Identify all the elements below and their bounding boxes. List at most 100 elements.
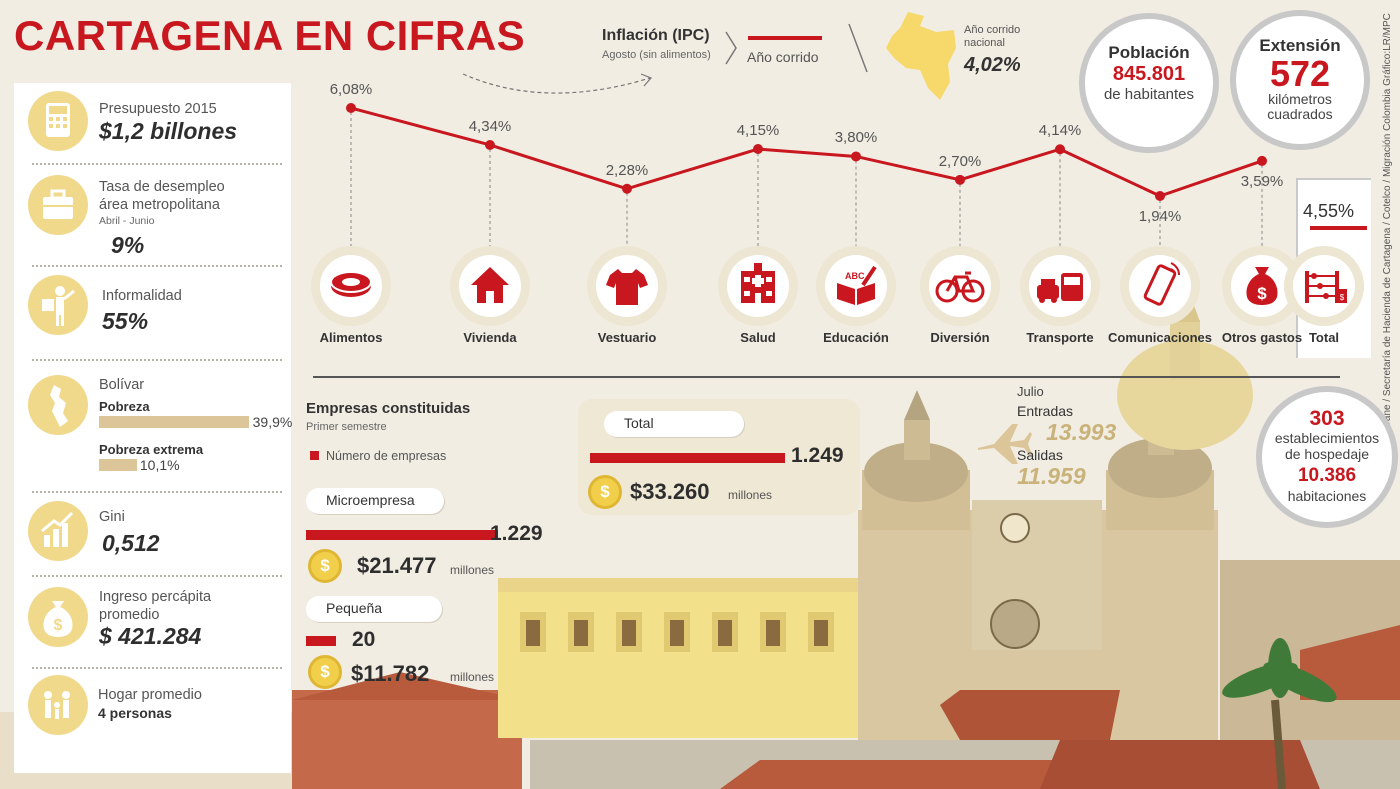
- transport-icon: [1029, 255, 1091, 317]
- page-title: CARTAGENA EN CIFRAS: [14, 12, 526, 59]
- gini-value: 0,512: [102, 530, 160, 556]
- coin-icon: $: [308, 549, 342, 583]
- airplane-icon: [978, 424, 1032, 464]
- bolivar-label: Bolívar: [99, 377, 145, 393]
- data-point: [346, 103, 356, 113]
- hospital-icon: [727, 255, 789, 317]
- household-label: Hogar promedio: [98, 687, 202, 703]
- micro-money-unit: millones: [450, 563, 495, 577]
- data-point: [1257, 155, 1267, 166]
- budget-calculator-icon: [28, 91, 88, 151]
- category-label: Otros gastos: [1221, 330, 1303, 345]
- bolivar-poverty-stat: Bolívar Pobreza 39,9% Pobreza extrema 10…: [14, 361, 293, 481]
- money-bag-icon: $: [28, 587, 88, 647]
- informality-label: Informalidad: [102, 288, 182, 304]
- money-bag-icon: $: [1231, 255, 1293, 317]
- data-point: [753, 144, 763, 155]
- national-label: Año corrido nacional: [964, 24, 1021, 49]
- informality-value: 55%: [102, 308, 149, 334]
- divider: [32, 491, 282, 493]
- population-unit: de habitantes: [1103, 86, 1195, 103]
- data-label: 6,08%: [329, 81, 373, 98]
- micro-companies-count: 1.229: [490, 522, 543, 545]
- income-value: $ 421.284: [99, 623, 202, 649]
- poverty-value: 39,9%: [252, 414, 293, 430]
- shirt-icon: [596, 255, 658, 317]
- data-label: 4,14%: [1038, 122, 1082, 140]
- family-icon: [28, 675, 88, 735]
- phone-icon: [1129, 255, 1191, 317]
- population-value: 845.801: [1112, 63, 1186, 85]
- population-circle: Población 845.801 de habitantes: [1079, 13, 1219, 153]
- micro-companies-bar: [306, 530, 498, 540]
- divider-slash: [848, 23, 868, 73]
- total-line-swatch: [1310, 226, 1367, 230]
- data-point: [1055, 144, 1065, 155]
- companies-title: Empresas constituidas: [306, 400, 471, 417]
- hotels-rooms: 10.386: [1297, 465, 1357, 486]
- legend-line-swatch: [748, 36, 822, 40]
- total-companies-count: 1.249: [791, 444, 844, 467]
- coin-icon: $: [308, 655, 342, 689]
- category-icon-circle: $: [1222, 246, 1302, 326]
- category-icon-circle: [311, 246, 391, 326]
- extreme-poverty-bar: [99, 459, 137, 471]
- data-label: 1,94%: [1138, 208, 1182, 225]
- income-label-2: promedio: [99, 607, 160, 623]
- category-icon-circle: [1020, 246, 1100, 326]
- total-companies-bar: [590, 453, 785, 463]
- extension-title: Extensión: [1259, 36, 1341, 55]
- arrivals-out-value: 11.959: [1017, 463, 1086, 489]
- gini-label: Gini: [99, 509, 125, 525]
- data-label: 2,28%: [605, 161, 649, 179]
- unemployment-label-1: Tasa de desempleo: [99, 179, 225, 195]
- divider: [32, 163, 282, 165]
- data-label: 4,34%: [468, 117, 512, 135]
- data-point: [851, 151, 861, 162]
- category-label: Vestuario: [597, 330, 657, 345]
- abacus-icon: $: [1293, 255, 1355, 317]
- total-money: $33.260: [630, 479, 710, 504]
- data-label: 3,80%: [834, 129, 878, 147]
- data-label: 4,15%: [736, 122, 780, 140]
- category-label: Alimentos: [319, 330, 383, 345]
- small-companies-bar: [306, 636, 336, 646]
- budget-stat: Presupuesto 2015 $1,2 billones: [14, 83, 291, 163]
- arrivals-out-label: Salidas: [1017, 447, 1063, 463]
- hotels-label-2: de hospedaje: [1284, 446, 1370, 462]
- category-icon-circle: $: [1284, 246, 1364, 326]
- companies-legend-swatch: [310, 451, 319, 460]
- street-vendor-icon: [28, 275, 88, 335]
- house-icon: [459, 255, 521, 317]
- population-title: Población: [1108, 43, 1190, 62]
- hotels-count: 303: [1309, 407, 1345, 430]
- arrivals-month: Julio: [1017, 384, 1044, 399]
- income-label-1: Ingreso percápita: [99, 589, 212, 605]
- food-icon: [320, 255, 382, 317]
- growth-chart-icon: [28, 501, 88, 561]
- bicycle-icon: [929, 255, 991, 317]
- category-label: Total: [1308, 330, 1340, 345]
- income-stat: $ Ingreso percápita promedio $ 421.284: [14, 577, 291, 667]
- divider: [32, 667, 282, 669]
- inflation-subtitle: Agosto (sin alimentos): [602, 49, 711, 61]
- poverty-label: Pobreza: [99, 399, 150, 414]
- bolivar-map-icon: [28, 375, 88, 435]
- extension-circle: Extensión 572 kilómetros cuadrados: [1230, 10, 1370, 150]
- arrivals-in-value: 13.993: [1046, 419, 1117, 445]
- hotels-rooms-label: habitaciones: [1287, 488, 1367, 504]
- budget-value: $1,2 billones: [99, 118, 238, 144]
- household-stat: Hogar promedio 4 personas: [14, 669, 291, 749]
- micro-pill: Microempresa: [306, 488, 444, 514]
- gini-stat: Gini 0,512: [14, 493, 291, 573]
- svg-text:$: $: [54, 617, 63, 634]
- legend-label: Año corrido: [747, 49, 819, 65]
- svg-text:$: $: [1340, 293, 1345, 302]
- inflation-title: Inflación (IPC): [602, 27, 710, 44]
- coin-icon: $: [588, 475, 622, 509]
- arrivals-in-label: Entradas: [1017, 403, 1074, 419]
- left-stats-panel: Presupuesto 2015 $1,2 billones Tasa de d…: [14, 83, 293, 773]
- unemployment-value: 9%: [111, 232, 145, 258]
- unemployment-stat: Tasa de desempleo área metropolitana Abr…: [14, 165, 291, 265]
